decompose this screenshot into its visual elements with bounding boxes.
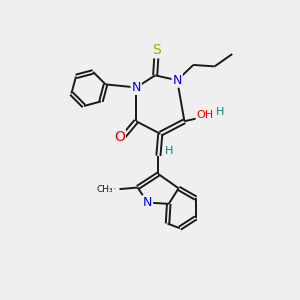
Text: H: H: [164, 146, 173, 156]
Text: methyl: methyl: [112, 188, 117, 189]
Text: CH₃: CH₃: [96, 184, 113, 194]
Text: N: N: [143, 196, 152, 209]
Text: H: H: [216, 107, 224, 117]
Text: OH: OH: [196, 110, 214, 120]
Text: N: N: [172, 74, 182, 87]
Text: O: O: [114, 130, 125, 144]
Text: S: S: [152, 43, 161, 57]
Text: N: N: [131, 81, 141, 94]
